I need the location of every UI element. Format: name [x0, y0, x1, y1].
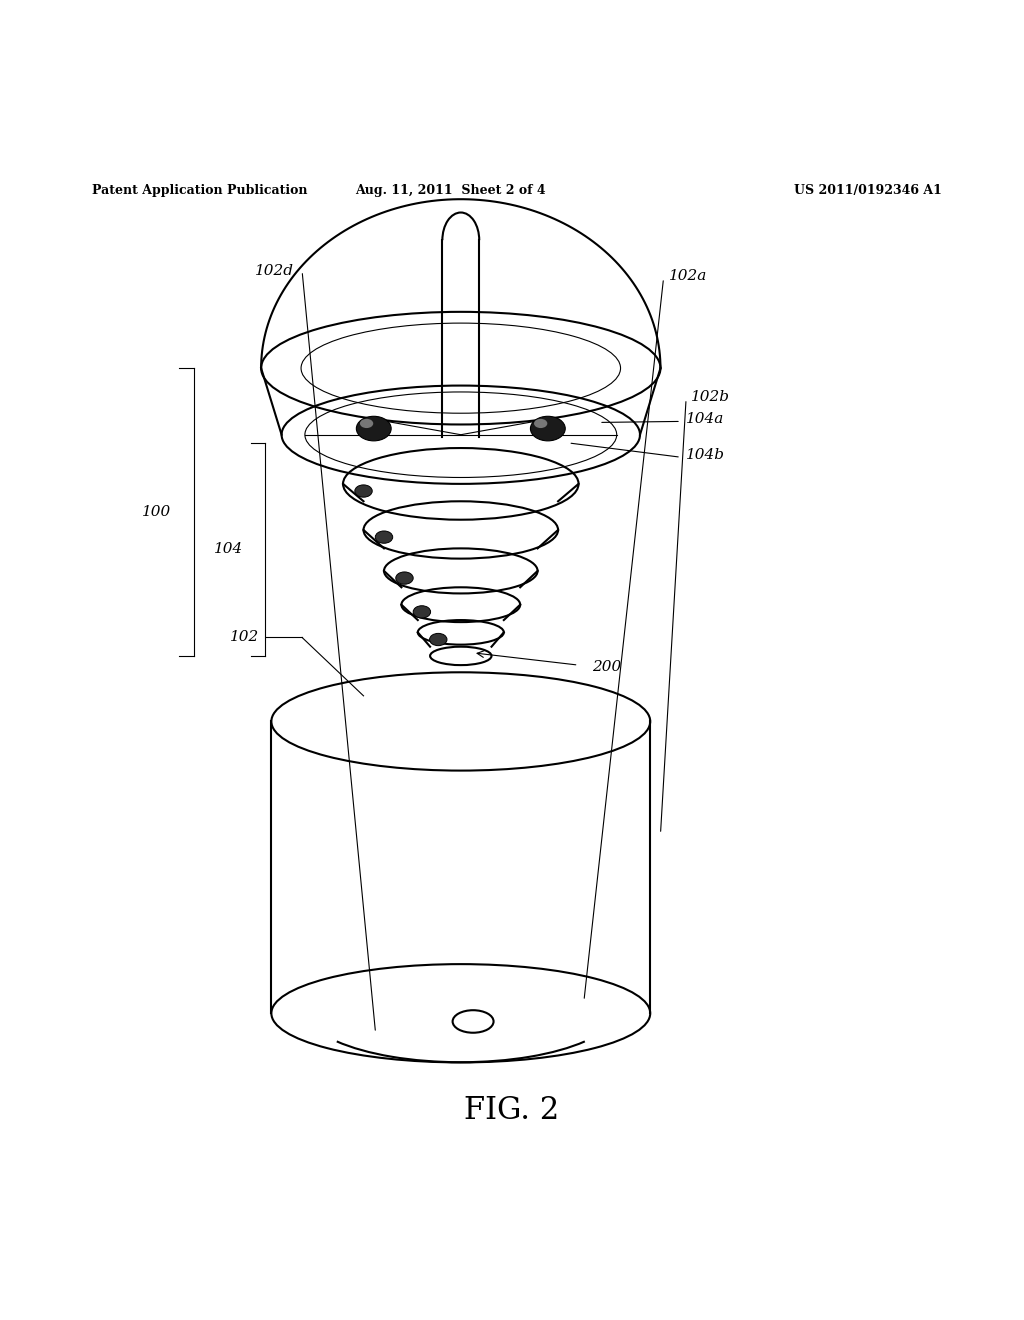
Ellipse shape [430, 634, 447, 645]
Text: 104b: 104b [686, 449, 725, 462]
Ellipse shape [360, 418, 373, 428]
Ellipse shape [395, 572, 414, 585]
Ellipse shape [535, 418, 547, 428]
Text: 102b: 102b [691, 389, 730, 404]
Ellipse shape [356, 416, 391, 441]
Text: FIG. 2: FIG. 2 [464, 1096, 560, 1126]
Text: US 2011/0192346 A1: US 2011/0192346 A1 [795, 183, 942, 197]
Text: 102d: 102d [255, 264, 294, 279]
Ellipse shape [355, 484, 373, 498]
Text: Patent Application Publication: Patent Application Publication [92, 183, 307, 197]
Text: 102a: 102a [669, 269, 707, 282]
Text: 200: 200 [592, 660, 622, 675]
Ellipse shape [414, 606, 431, 618]
Text: 104: 104 [213, 543, 243, 557]
Ellipse shape [530, 416, 565, 441]
Text: Aug. 11, 2011  Sheet 2 of 4: Aug. 11, 2011 Sheet 2 of 4 [355, 183, 546, 197]
Text: 104a: 104a [686, 412, 724, 426]
Text: 102: 102 [229, 631, 259, 644]
Text: 100: 100 [141, 506, 171, 519]
Ellipse shape [375, 531, 393, 544]
